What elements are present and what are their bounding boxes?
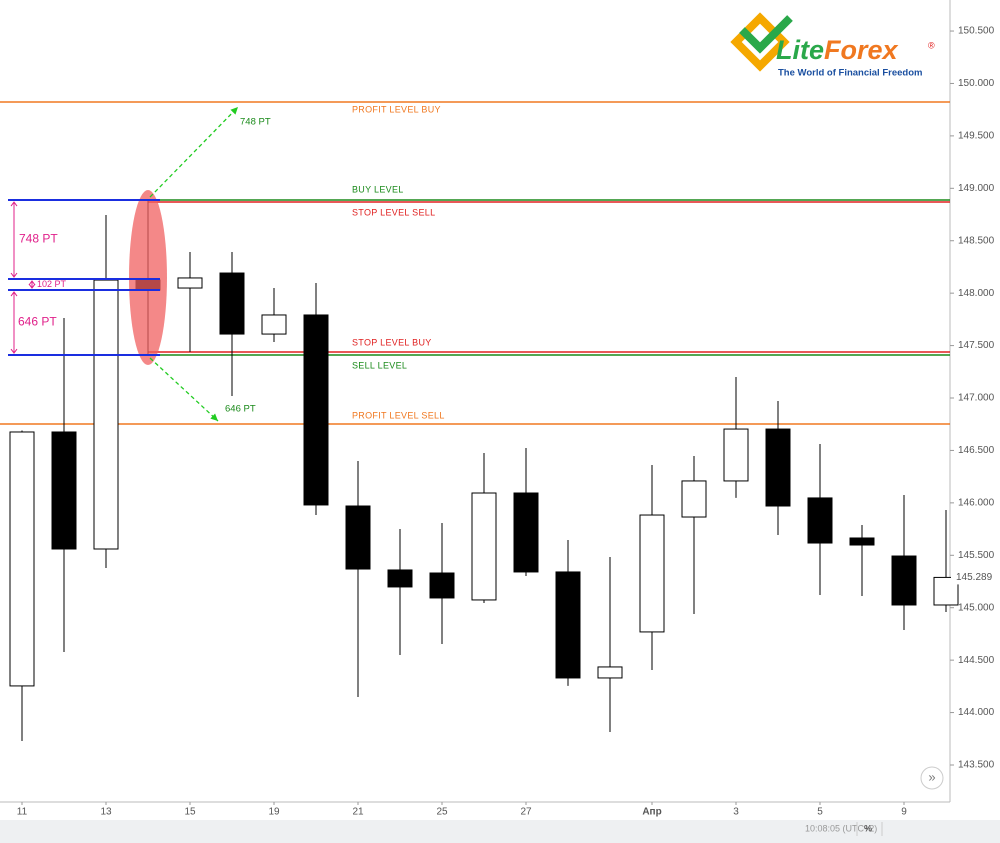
scroll-button-label[interactable]: »: [928, 769, 935, 784]
measure-label: 102 PT: [37, 279, 67, 289]
x-tick-label: 13: [100, 807, 112, 818]
candle-body: [513, 492, 539, 573]
logo-text-part: Lite: [776, 35, 824, 65]
x-tick-label: 21: [352, 807, 364, 818]
y-tick-label: 145.500: [958, 550, 995, 561]
candle-body: [849, 537, 875, 546]
y-tick-label: 147.000: [958, 393, 995, 404]
logo-registered: ®: [928, 40, 935, 50]
y-tick-label: 148.500: [958, 235, 995, 246]
x-tick-label: Апр: [642, 807, 661, 818]
status-bar: [0, 820, 1000, 843]
x-tick-label: 11: [17, 807, 28, 818]
status-percent: %: [864, 823, 872, 833]
scroll-button-bg[interactable]: [920, 766, 944, 790]
candle-body: [261, 314, 287, 335]
candle-body: [177, 277, 203, 289]
x-tick-label: 15: [184, 807, 196, 818]
candle-body: [303, 314, 329, 506]
arrow-label: 646 PT: [225, 403, 256, 414]
x-tick-label: 3: [733, 807, 739, 818]
y-tick-label: 149.500: [958, 131, 995, 142]
logo-mark: [739, 15, 793, 54]
last-price-label: 145.289: [956, 572, 993, 583]
candle-body: [597, 666, 623, 679]
y-tick-label: 143.500: [958, 760, 995, 771]
logo-text: LiteForex: [776, 35, 899, 65]
y-tick-label: 144.000: [958, 707, 995, 718]
status-time: 10:08:05 (UTC+2): [805, 823, 877, 833]
logo: LiteForex ® The World of Financial Freed…: [730, 12, 935, 79]
candle-body: [219, 272, 245, 335]
y-tick-label: 150.500: [958, 26, 995, 37]
candle-body: [807, 497, 833, 544]
last-price-tag: [951, 570, 1000, 585]
y-tick-label: 148.000: [958, 288, 995, 299]
candle-body: [681, 480, 707, 518]
candle-body: [891, 555, 917, 606]
x-tick-label: 9: [901, 807, 907, 818]
arrow-line: [149, 106, 239, 198]
y-tick-label: 150.000: [958, 78, 995, 89]
y-tick-label: 144.500: [958, 655, 995, 666]
measure-label: 646 PT: [18, 315, 57, 329]
candle-body: [765, 428, 791, 507]
level-label: STOP LEVEL SELL: [352, 207, 435, 217]
y-tick-label: 146.500: [958, 445, 995, 456]
highlight: [129, 190, 167, 366]
candle-body: [51, 431, 77, 550]
arrow-head: [210, 413, 218, 421]
level-label: SELL LEVEL: [352, 360, 407, 370]
x-tick-label: 19: [268, 807, 280, 818]
measure-arrowhead: [28, 280, 36, 289]
candle-body: [555, 571, 581, 679]
logo-tagline: The World of Financial Freedom: [778, 68, 922, 79]
arrow-line: [149, 357, 219, 422]
candle-body: [639, 514, 665, 633]
y-tick-label: 149.000: [958, 183, 995, 194]
x-tick-label: 25: [436, 807, 448, 818]
scroll-button[interactable]: »: [920, 766, 944, 790]
level-label: PROFIT LEVEL SELL: [352, 410, 445, 420]
measure-arrowhead: [10, 291, 18, 354]
arrow-head: [230, 107, 238, 115]
candle-body: [345, 505, 371, 570]
plot: 143.500 144.000 144.500 145.000 145.500 146.0…: [0, 0, 1000, 818]
candle-body: [429, 572, 455, 599]
x-tick-label: 5: [817, 807, 823, 818]
candle-body: [471, 492, 497, 601]
logo-text-part: Forex: [824, 35, 899, 65]
level-label: BUY LEVEL: [352, 184, 404, 194]
y-tick-label: 146.000: [958, 498, 995, 509]
measure-arrowhead: [10, 201, 18, 278]
candle-body: [723, 428, 749, 482]
y-tick-label: 145.000: [958, 602, 995, 613]
level-label: STOP LEVEL BUY: [352, 337, 432, 347]
candle-body: [9, 431, 35, 687]
measure-label: 748 PT: [19, 232, 58, 246]
candle-body: [93, 279, 119, 550]
level-label: PROFIT LEVEL BUY: [352, 104, 441, 114]
x-tick-label: 27: [520, 807, 532, 818]
candle-body: [387, 569, 413, 588]
arrow-label: 748 PT: [240, 117, 271, 128]
y-tick-label: 147.500: [958, 340, 995, 351]
